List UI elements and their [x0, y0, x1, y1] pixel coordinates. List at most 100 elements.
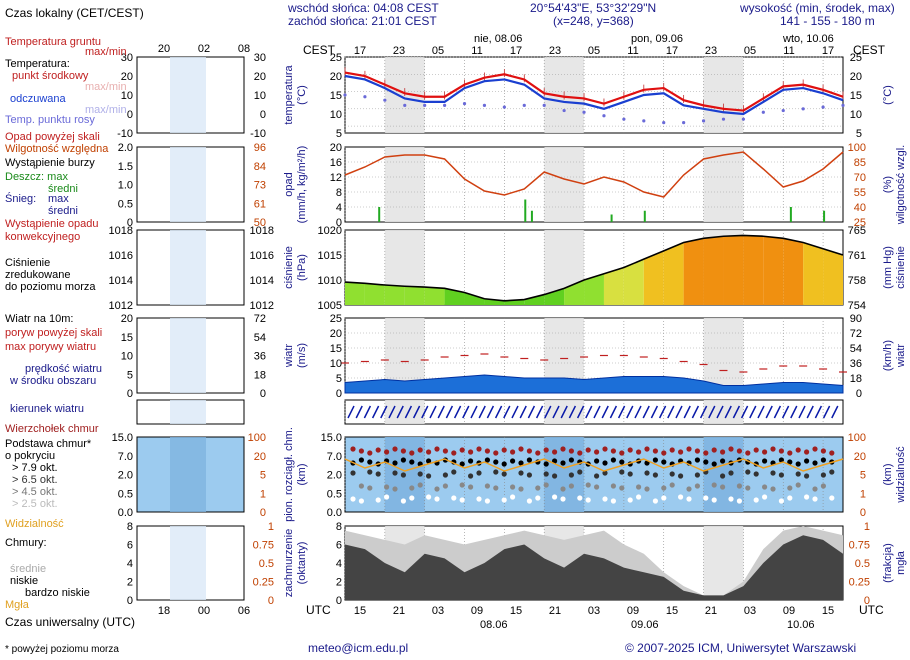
cloud-base-dot [577, 450, 583, 456]
cloud-base-dot [787, 485, 793, 491]
cloud-base-dot [820, 448, 827, 454]
tick-label: 4 [336, 558, 342, 570]
cloud-base-dot [720, 473, 726, 479]
pressure-band [663, 242, 684, 305]
utc-hour-label: 15 [822, 605, 834, 617]
axis-title-right: mgła [895, 550, 907, 575]
cloud-base-dot [812, 460, 818, 466]
utc-hour-label: 03 [432, 605, 444, 617]
local-hour-label: 17 [510, 45, 522, 57]
cloud-base-dot [426, 458, 432, 464]
night-band [544, 147, 585, 222]
tick-label: 8 [127, 521, 133, 533]
local-hour-label: 17 [666, 45, 678, 57]
cloud-base-dot [526, 472, 533, 478]
cloud-base-dot [468, 473, 474, 479]
wind-arrow [535, 405, 544, 419]
cloud-base-dot [451, 469, 457, 475]
local-hour-label: 05 [588, 45, 600, 57]
okt-label: > 6.5 okt. [12, 474, 58, 486]
cloud-base-dot [459, 461, 465, 467]
axis-unit-right: (°C) [882, 85, 894, 105]
tick-label: 55 [854, 187, 866, 199]
cloud-base-dot [350, 470, 356, 476]
cloud-base-dot [703, 495, 709, 501]
cloud-base-dot [720, 458, 726, 464]
night-band [384, 400, 425, 424]
wind-arrow [650, 405, 659, 419]
pressure-band [424, 287, 445, 305]
legend-label: Chmury: [5, 537, 47, 549]
tick-label: 2.0 [118, 142, 133, 154]
cloud-base-dot [619, 469, 625, 475]
legend-label: konwekcyjnego [5, 231, 80, 243]
utc-hour-label: 15 [354, 605, 366, 617]
email: meteo@icm.edu.pl [308, 641, 408, 655]
tick-label: 0.75 [253, 540, 274, 552]
cloud-base-dot [459, 482, 465, 488]
pressure-band [823, 248, 843, 305]
tick-label: 15 [850, 90, 862, 102]
cloud-base-dot [602, 446, 608, 452]
cloud-base-dot [367, 485, 373, 491]
dew-point [462, 102, 467, 106]
tick-label: 20 [330, 142, 342, 154]
tick-label: 70 [854, 172, 866, 184]
tick-label: 10 [121, 351, 133, 363]
night-band [703, 318, 744, 393]
header-text: 141 - 155 - 180 m [780, 14, 875, 28]
cloud-base-dot [778, 498, 785, 504]
tick-label: 20 [850, 71, 862, 83]
tick-label: 18 [850, 373, 862, 385]
tick-label: 20 [330, 328, 342, 340]
pressure-band [743, 235, 764, 305]
cloud-base-dot [560, 496, 566, 502]
cloud-base-dot [736, 483, 743, 489]
cloud-base-dot [400, 448, 406, 454]
cloud-base-dot [711, 497, 717, 503]
cloud-base-dot [619, 485, 625, 491]
tick-label: 72 [254, 313, 266, 325]
cloud-base-dot [610, 448, 617, 454]
panel-frame [344, 56, 844, 134]
dew-point [781, 108, 785, 113]
pressure-band [384, 285, 405, 305]
tick-label: 20 [121, 313, 133, 325]
legend-label: Temperatura: [5, 58, 70, 70]
cloud-base-dot [736, 448, 743, 454]
cloud-base-dot [669, 482, 675, 488]
cloud-base-dot [762, 458, 768, 464]
tick-label: 36 [850, 358, 862, 370]
panel-temp [136, 56, 844, 134]
legend-label: Opad powyżej skali [5, 131, 100, 143]
cloud-base-dot [509, 449, 516, 455]
wind-arrow [388, 405, 396, 419]
wind-arrow [790, 405, 798, 419]
tick-label: 1018 [250, 225, 274, 237]
tick-label: 1014 [250, 275, 274, 287]
legend-label: Temp. punktu rosy [5, 114, 95, 126]
legend-label: max/min [85, 46, 127, 58]
cloud-base-dot [610, 483, 617, 489]
cloud-base-dot [501, 447, 507, 453]
cloud-base-dot [400, 472, 406, 478]
legend-label: o pokryciu [5, 450, 55, 462]
wind-arrow [355, 405, 363, 419]
wind-arrow [773, 405, 782, 419]
cloud-base-dot [409, 450, 415, 456]
pressure-band [783, 238, 804, 305]
tick-label: 5 [260, 470, 266, 482]
wind-arrow [814, 405, 823, 419]
cloud-base-dot [829, 469, 835, 475]
cloud-base-dot [619, 450, 625, 456]
tick-label: 1020 [318, 225, 342, 237]
utc-hour-label: 15 [666, 605, 678, 617]
cloud-base-dot [652, 472, 659, 478]
pressure-band [345, 282, 365, 305]
cloud-base-dot [745, 450, 751, 456]
okt-label: > 7.9 okt. [12, 462, 58, 474]
cloud-base-dot [829, 450, 835, 456]
cloud-base-dot [652, 448, 659, 454]
cloud-base-dot [384, 449, 390, 455]
utc-hour-label: 03 [744, 605, 756, 617]
